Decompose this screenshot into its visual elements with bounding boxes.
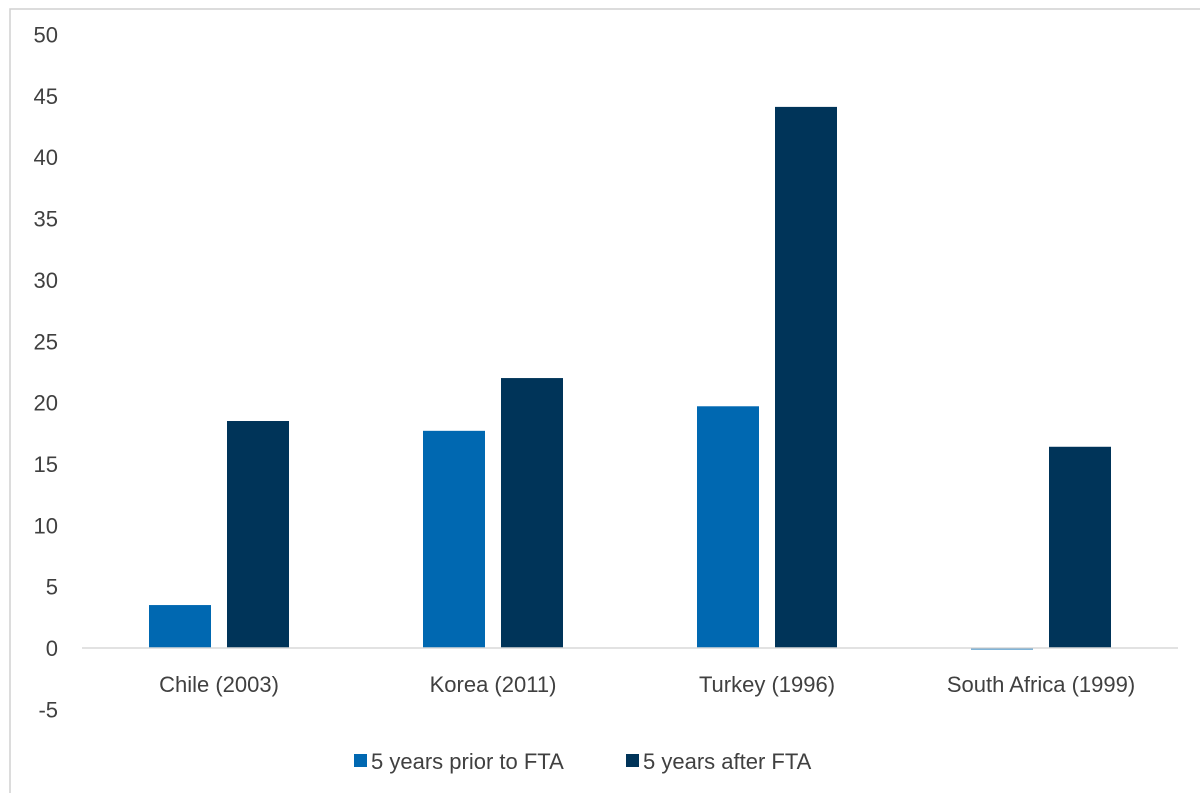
bar-after-0 — [227, 421, 289, 648]
legend-swatch — [354, 754, 367, 767]
y-tick-label: -5 — [38, 697, 58, 722]
x-tick-label: South Africa (1999) — [947, 672, 1135, 697]
x-tick-label: Turkey (1996) — [699, 672, 835, 697]
bar-after-3 — [1049, 446, 1111, 648]
x-tick-label: Korea (2011) — [430, 672, 557, 697]
bar-prior-1 — [423, 430, 485, 648]
y-tick-label: 5 — [46, 575, 58, 600]
x-axis: Chile (2003) Korea (2011) Turkey (1996) Sou… — [159, 672, 1135, 697]
bar-prior-0 — [149, 605, 211, 648]
y-tick-label: 50 — [34, 23, 58, 48]
y-tick-label: 40 — [34, 145, 58, 170]
y-axis: -5 0 5 10 15 20 25 30 35 40 45 50 — [34, 23, 58, 723]
y-tick-label: 30 — [34, 268, 58, 293]
y-tick-label: 45 — [34, 84, 58, 109]
bar-after-1 — [501, 378, 563, 648]
y-tick-label: 0 — [46, 636, 58, 661]
chart-frame-border — [9, 8, 1200, 793]
legend-label: 5 years after FTA — [643, 749, 812, 774]
bar-after-2 — [775, 106, 837, 648]
legend-swatch — [626, 754, 639, 767]
legend: 5 years prior to FTA 5 years after FTA — [354, 749, 812, 774]
y-tick-label: 35 — [34, 207, 58, 232]
y-tick-label: 10 — [34, 513, 58, 538]
y-tick-label: 25 — [34, 329, 58, 354]
y-tick-label: 15 — [34, 452, 58, 477]
legend-label: 5 years prior to FTA — [371, 749, 564, 774]
bar-prior-2 — [697, 406, 759, 648]
y-tick-label: 20 — [34, 391, 58, 416]
plot-area — [149, 106, 1111, 650]
x-tick-label: Chile (2003) — [159, 672, 279, 697]
